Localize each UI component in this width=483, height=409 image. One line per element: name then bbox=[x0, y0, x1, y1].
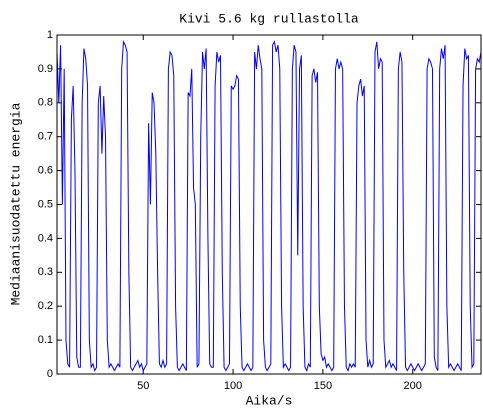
y-tick-label: 0.3 bbox=[38, 266, 53, 278]
y-tick-label: 0.4 bbox=[38, 232, 53, 244]
y-tick-label: 0.2 bbox=[38, 300, 53, 312]
y-axis-label: Mediaanisuodatettu energia bbox=[8, 102, 23, 305]
chart-title: Kivi 5.6 kg rullastolla bbox=[179, 11, 359, 26]
y-tick-label: 0.8 bbox=[38, 97, 53, 109]
x-tick-label: 200 bbox=[404, 380, 422, 392]
y-tick-label: 0.5 bbox=[38, 198, 53, 210]
x-axis-label: Aika/s bbox=[246, 393, 293, 408]
y-tick-label: 0.7 bbox=[38, 131, 53, 143]
y-tick-label: 0 bbox=[47, 368, 53, 380]
x-tick-label: 100 bbox=[224, 380, 242, 392]
y-tick-label: 0.6 bbox=[38, 165, 53, 177]
y-tick-label: 0.9 bbox=[38, 63, 53, 75]
x-tick-label: 150 bbox=[314, 380, 332, 392]
x-tick-label: 50 bbox=[137, 380, 149, 392]
data-line bbox=[56, 39, 482, 372]
y-tick-label: 1 bbox=[47, 29, 53, 41]
plot-frame bbox=[56, 34, 482, 375]
y-tick-label: 0.1 bbox=[38, 334, 53, 346]
